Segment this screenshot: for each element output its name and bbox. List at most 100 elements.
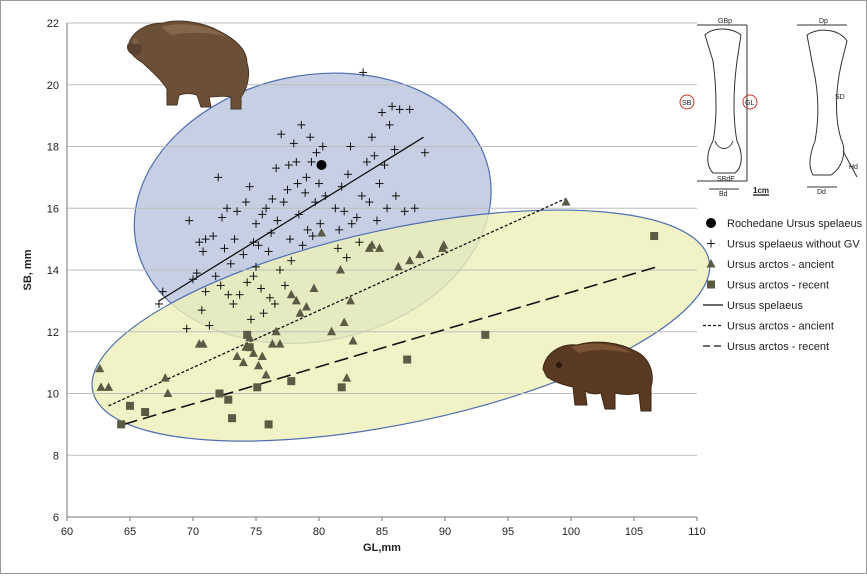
- point-plus: [220, 244, 229, 253]
- point-square: [337, 383, 346, 392]
- point-triangle: [257, 351, 267, 360]
- bone-label-gl: GL: [745, 100, 754, 107]
- point-plus: [292, 157, 301, 166]
- point-plus: [214, 173, 223, 182]
- point-plus: [372, 216, 381, 225]
- bone-label-bd: Bd: [719, 191, 728, 198]
- point-plus: [346, 142, 355, 151]
- bone-label-gbp: GBp: [718, 18, 732, 25]
- point-plus: [192, 269, 201, 278]
- bone-label-hd: Hd: [849, 164, 858, 171]
- point-triangle: [96, 382, 106, 391]
- legend-item: Ursus arctos - ancient: [706, 259, 834, 271]
- point-plus: [375, 179, 384, 188]
- point-plus: [306, 133, 315, 142]
- x-tick-label: 70: [187, 526, 199, 538]
- point-plus: [359, 68, 368, 77]
- point-plus: [275, 266, 284, 274]
- point-plus: [199, 247, 208, 256]
- point-plus: [303, 225, 312, 234]
- x-tick-label: 85: [376, 526, 388, 538]
- legend-label: Ursus arctos - recent: [727, 341, 829, 353]
- point-triangle: [393, 261, 403, 271]
- point-plus: [259, 309, 268, 318]
- point-plus: [340, 207, 349, 216]
- point-square: [117, 420, 126, 429]
- point-plus: [254, 241, 263, 250]
- point-plus: [370, 151, 379, 160]
- x-tick-label: 65: [124, 526, 136, 538]
- point-plus: [335, 225, 344, 234]
- point-plus: [277, 130, 286, 139]
- point-triangle: [348, 336, 358, 345]
- x-tick-label: 90: [439, 526, 451, 538]
- point-plus: [367, 133, 376, 142]
- point-square: [224, 395, 233, 404]
- point-plus: [209, 232, 218, 241]
- x-tick-label: 60: [61, 526, 73, 538]
- point-triangle: [271, 326, 281, 336]
- point-plus: [262, 204, 271, 213]
- bone-label-sd: SD: [835, 94, 845, 101]
- point-plus: [265, 293, 274, 302]
- point-triangle: [439, 240, 449, 249]
- point-plus: [223, 204, 232, 213]
- point-plus: [270, 299, 279, 308]
- point-plus: [201, 235, 210, 244]
- point-plus: [252, 219, 260, 228]
- point-plus: [243, 278, 252, 287]
- point-triangle: [405, 255, 415, 265]
- point-plus: [395, 105, 404, 114]
- point-plus: [707, 239, 715, 248]
- point-plus: [352, 213, 361, 222]
- x-axis-label: GL,mm: [363, 542, 401, 554]
- point-plus: [311, 198, 320, 207]
- legend-label: Ursus arctos - ancient: [727, 321, 834, 333]
- y-tick-label: 10: [47, 389, 59, 401]
- point-plus: [289, 139, 298, 148]
- legend-label: Ursus arctos - recent: [727, 280, 829, 292]
- point-triangle: [232, 351, 242, 360]
- point-plus: [230, 235, 239, 244]
- point-plus: [246, 315, 255, 324]
- point-plus: [378, 108, 386, 117]
- trend-line-dashed: [123, 266, 657, 426]
- y-tick-label: 20: [47, 80, 59, 92]
- point-plus: [405, 105, 414, 114]
- point-square: [481, 330, 490, 339]
- point-plus: [273, 216, 282, 225]
- point-triangle: [367, 240, 377, 249]
- point-plus: [383, 204, 392, 213]
- point-plus: [390, 145, 399, 154]
- y-tick-label: 12: [47, 327, 59, 339]
- point-plus: [298, 241, 307, 250]
- legend-label: Ursus arctos - ancient: [727, 259, 834, 271]
- point-plus: [257, 284, 266, 293]
- point-plus: [205, 321, 214, 330]
- legend-label: Ursus spelaeus: [727, 300, 803, 312]
- trend-lines: [108, 136, 657, 426]
- point-plus: [357, 191, 366, 200]
- point-triangle: [339, 317, 349, 326]
- point-plus: [264, 247, 273, 256]
- y-tick-label: 14: [47, 265, 59, 277]
- point-square: [707, 280, 715, 289]
- ellipse-yellow: [91, 209, 711, 442]
- point-plus: [302, 173, 311, 182]
- point-plus: [239, 250, 248, 259]
- point-square: [245, 343, 254, 352]
- point-plus: [258, 210, 267, 219]
- point-plus: [321, 191, 330, 200]
- point-plus: [195, 238, 204, 247]
- legend-item: Rochedane Ursus spelaeus: [706, 218, 863, 230]
- point-triangle: [342, 373, 352, 382]
- point-square: [650, 232, 659, 241]
- point-plus: [272, 164, 281, 173]
- point-plus: [280, 281, 289, 290]
- y-tick-label: 22: [47, 18, 59, 30]
- point-triangle: [163, 388, 173, 397]
- point-plus: [308, 232, 317, 241]
- point-plus: [217, 213, 226, 222]
- trend-line-dotted: [108, 198, 565, 407]
